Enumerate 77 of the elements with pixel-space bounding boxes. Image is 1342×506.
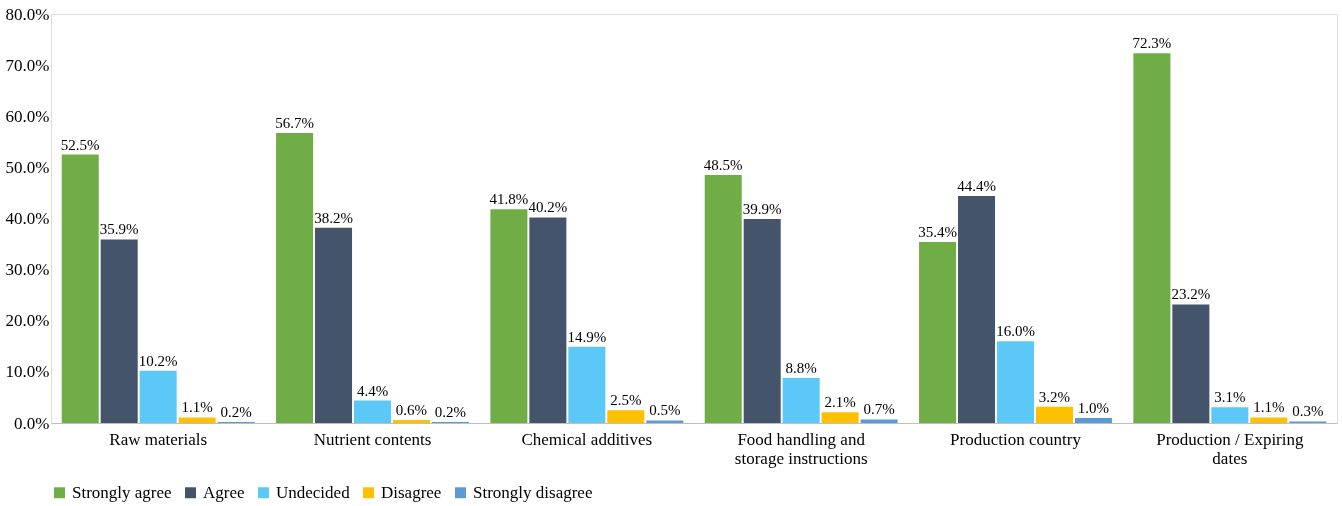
bar bbox=[704, 175, 742, 423]
y-tick-label: 60.0% bbox=[5, 106, 50, 126]
bar bbox=[392, 419, 430, 423]
y-tick-label: 40.0% bbox=[5, 209, 50, 228]
data-label: 40.2% bbox=[528, 199, 568, 216]
data-label: 16.0% bbox=[996, 323, 1035, 340]
bar bbox=[919, 242, 957, 423]
bar bbox=[529, 217, 567, 423]
data-label: 72.3% bbox=[1132, 35, 1172, 52]
bar bbox=[61, 154, 99, 423]
bar bbox=[1133, 53, 1171, 423]
data-label: 1.1% bbox=[1253, 399, 1285, 416]
data-label: 56.7% bbox=[275, 115, 314, 132]
y-tick-label: 10.0% bbox=[5, 362, 50, 382]
bar bbox=[821, 412, 859, 423]
bar bbox=[646, 420, 684, 423]
x-tick-label: Chemical additives bbox=[521, 429, 653, 449]
bar bbox=[100, 239, 138, 423]
data-label: 4.4% bbox=[356, 382, 389, 399]
data-label: 1.0% bbox=[1077, 399, 1110, 416]
data-label: 0.2% bbox=[220, 403, 252, 420]
data-label: 39.9% bbox=[742, 201, 782, 218]
data-label: 2.5% bbox=[610, 392, 642, 409]
bar bbox=[1250, 417, 1288, 423]
legend-label: Agree bbox=[203, 482, 245, 502]
data-label: 0.5% bbox=[649, 402, 681, 419]
legend-label: Undecided bbox=[276, 482, 351, 502]
data-label: 38.2% bbox=[314, 209, 353, 226]
data-label: 35.4% bbox=[918, 224, 957, 241]
x-tick-label: Production country bbox=[950, 429, 1082, 449]
y-tick-label: 20.0% bbox=[5, 311, 50, 331]
data-label: 41.8% bbox=[489, 191, 529, 208]
legend-label: Disagree bbox=[381, 482, 442, 502]
y-tick-label: 0.0% bbox=[14, 413, 50, 433]
bar bbox=[1211, 407, 1249, 423]
data-label: 10.2% bbox=[138, 352, 178, 369]
data-label: 0.3% bbox=[1292, 403, 1324, 420]
data-label: 23.2% bbox=[1171, 286, 1211, 303]
y-tick-label: 30.0% bbox=[5, 260, 50, 280]
data-label: 0.2% bbox=[434, 403, 467, 420]
bar bbox=[315, 227, 353, 423]
bar bbox=[353, 400, 392, 423]
bar bbox=[996, 341, 1035, 423]
data-label: 52.5% bbox=[60, 136, 100, 153]
data-label: 0.6% bbox=[395, 401, 428, 418]
bar bbox=[958, 196, 996, 423]
data-label: 35.9% bbox=[99, 221, 139, 238]
bar bbox=[743, 219, 781, 423]
x-tick-label: Nutrient contents bbox=[313, 429, 432, 449]
bar bbox=[782, 378, 820, 423]
x-tick-label: Food handling and storage instructions bbox=[734, 429, 868, 468]
y-tick-label: 80.0% bbox=[5, 4, 50, 24]
data-label: 14.9% bbox=[567, 328, 607, 345]
bar bbox=[1035, 406, 1073, 423]
bar bbox=[1074, 417, 1112, 423]
bar bbox=[490, 209, 528, 423]
bar bbox=[568, 346, 606, 423]
data-label: 8.8% bbox=[785, 360, 817, 377]
data-label: 2.1% bbox=[824, 394, 856, 411]
bar bbox=[860, 419, 898, 423]
data-label: 44.4% bbox=[957, 178, 996, 195]
data-label: 3.2% bbox=[1038, 388, 1071, 405]
bar bbox=[139, 370, 177, 423]
data-label: 3.1% bbox=[1214, 389, 1246, 406]
bar bbox=[178, 417, 216, 423]
data-label: 1.1% bbox=[181, 399, 213, 416]
y-tick-label: 70.0% bbox=[5, 55, 50, 75]
y-tick-label: 50.0% bbox=[5, 157, 50, 177]
data-label: 0.7% bbox=[863, 401, 895, 418]
bar bbox=[276, 133, 314, 423]
bar bbox=[607, 410, 645, 423]
x-tick-label: Raw materials bbox=[109, 429, 208, 449]
legend-label: Strongly disagree bbox=[473, 482, 593, 502]
bar bbox=[1172, 304, 1210, 423]
legend-label: Strongly agree bbox=[72, 482, 172, 502]
data-label: 48.5% bbox=[703, 157, 743, 174]
x-tick-label: Production / Expiring dates bbox=[1156, 429, 1304, 468]
